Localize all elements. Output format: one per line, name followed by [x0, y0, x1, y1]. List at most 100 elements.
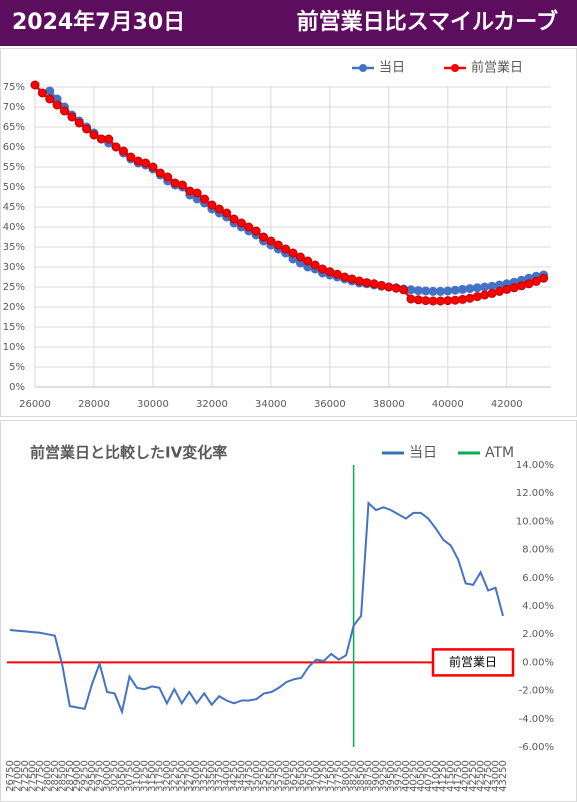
chart-title: 前営業日と比較したIV変化率 [30, 444, 227, 462]
legend-label: ATM [485, 445, 514, 461]
marker [30, 80, 40, 90]
y-tick-label: -2.00% [519, 686, 554, 697]
marker [67, 112, 77, 122]
marker [37, 88, 47, 98]
x-tick-label: 38500 [356, 760, 367, 792]
x-tick-label: 35500 [266, 760, 277, 792]
y-tick-label: 6.00% [522, 573, 554, 584]
marker [509, 283, 519, 293]
marker [421, 296, 431, 306]
x-tick-label: 28000 [78, 399, 110, 410]
x-tick-label: 42750 [483, 760, 494, 792]
series-line [9, 500, 504, 716]
marker [480, 282, 490, 292]
marker [273, 240, 283, 250]
x-tick-label: 29500 [87, 760, 98, 792]
marker [428, 296, 438, 306]
marker [133, 156, 143, 166]
marker [458, 284, 468, 294]
marker [465, 284, 475, 294]
y-tick-label: 12.00% [516, 488, 554, 499]
y-tick-label: 40% [3, 222, 25, 233]
marker [148, 162, 158, 172]
marker [310, 260, 320, 270]
header-title: 前営業日比スマイルカーブ [297, 9, 558, 35]
y-tick-label: 70% [3, 102, 25, 113]
marker [192, 188, 202, 198]
x-tick-label: 32000 [196, 399, 228, 410]
y-tick-label: 5% [9, 362, 25, 373]
y-tick-label: 8.00% [522, 545, 554, 556]
marker [443, 286, 453, 296]
x-tick-label: 40750 [423, 760, 434, 792]
x-tick-label: 43000 [491, 760, 502, 792]
x-tick-label: 34000 [222, 760, 233, 792]
marker [435, 286, 445, 296]
x-tick-label: 32750 [184, 760, 195, 792]
y-tick-label: 14.00% [516, 460, 554, 471]
marker [295, 252, 305, 262]
y-tick-label: -6.00% [519, 742, 554, 753]
marker [369, 279, 379, 289]
marker [384, 282, 394, 292]
marker [413, 295, 423, 305]
x-tick-label: 40000 [432, 399, 464, 410]
x-tick-label: 30750 [125, 760, 136, 792]
y-tick-label: 35% [3, 242, 25, 253]
marker [494, 286, 504, 296]
y-tick-label: 10.00% [516, 516, 554, 527]
x-tick-label: 27750 [35, 760, 46, 792]
x-tick-label: 36250 [289, 760, 300, 792]
x-tick-label: 31000 [132, 760, 143, 792]
marker [399, 285, 409, 295]
marker [325, 267, 335, 277]
x-tick-label: 31500 [147, 760, 158, 792]
x-tick-label: 32250 [169, 760, 180, 792]
marker [177, 180, 187, 190]
y-tick-label: 25% [3, 282, 25, 293]
y-tick-label: 60% [3, 142, 25, 153]
marker [332, 269, 342, 279]
x-tick-label: 32500 [177, 760, 188, 792]
x-tick-label: 41250 [438, 760, 449, 792]
y-tick-label: 15% [3, 322, 25, 333]
x-tick-label: 41750 [453, 760, 464, 792]
x-tick-label: 30000 [137, 399, 169, 410]
marker [163, 172, 173, 182]
marker [104, 134, 114, 144]
marker [288, 248, 298, 258]
marker [96, 134, 106, 144]
y-tick-label: 75% [3, 82, 25, 93]
x-tick-label: 34250 [229, 760, 240, 792]
marker [524, 279, 534, 289]
x-tick-label: 42250 [468, 760, 479, 792]
x-tick-label: 38250 [349, 760, 360, 792]
x-tick-label: 35750 [274, 760, 285, 792]
legend-label: 当日 [379, 61, 405, 76]
marker [517, 281, 527, 291]
marker [443, 296, 453, 306]
x-tick-label: 37000 [311, 760, 322, 792]
x-tick-label: 40250 [408, 760, 419, 792]
legend-marker [359, 64, 367, 72]
x-tick-label: 42000 [461, 760, 472, 792]
x-tick-label: 28250 [50, 760, 61, 792]
x-tick-label: 29000 [72, 760, 83, 792]
x-tick-label: 28750 [65, 760, 76, 792]
y-tick-label: 2.00% [522, 629, 554, 640]
x-tick-label: 31750 [154, 760, 165, 792]
x-tick-label: 34000 [255, 399, 287, 410]
legend-marker [451, 64, 459, 72]
marker [89, 130, 99, 140]
marker [185, 186, 195, 196]
marker [281, 244, 291, 254]
marker [141, 158, 151, 168]
y-tick-label: 0.00% [522, 657, 554, 668]
x-tick-label: 35000 [252, 760, 263, 792]
x-tick-label: 33750 [214, 760, 225, 792]
reference-label-box [431, 648, 515, 677]
x-tick-label: 29750 [95, 760, 106, 792]
marker [155, 168, 165, 178]
marker [487, 288, 497, 298]
